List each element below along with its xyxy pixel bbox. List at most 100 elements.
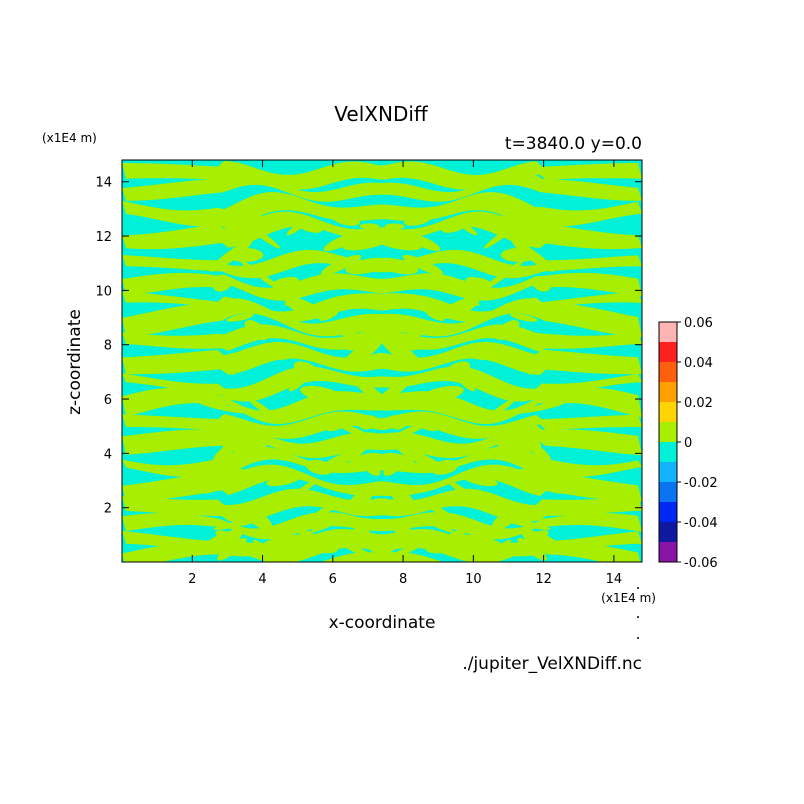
field-blob: [348, 489, 373, 510]
colorbar-tick-label: -0.02: [684, 476, 718, 491]
field-blob: [425, 311, 445, 322]
field-blob: [517, 468, 566, 494]
field-blob: [318, 447, 366, 471]
x-axis-ticks: 2 4 6 8 10 12 14: [188, 160, 622, 587]
field-blob: [441, 213, 475, 233]
colorbar-tick-label: -0.06: [684, 556, 718, 571]
marker-dot: [637, 587, 639, 589]
field-blob: [242, 506, 273, 531]
field-band: [122, 424, 642, 458]
field-blob: [363, 461, 381, 476]
field-band: [122, 173, 642, 202]
field-blob: [368, 293, 421, 300]
colorbar-swatch: [659, 542, 677, 562]
field-blob: [518, 229, 562, 241]
field-band: [122, 512, 642, 540]
y-tick-label: 2: [104, 502, 112, 517]
field-blob: [420, 385, 464, 403]
heatmap-field: [122, 160, 642, 562]
field-blob: [213, 544, 234, 552]
field-blob: [349, 452, 385, 469]
colorbar-swatch: [659, 362, 677, 382]
field-blob: [393, 523, 413, 540]
field-blob: [226, 313, 254, 322]
field-band: [122, 160, 642, 190]
colorbar-tick-label: 0: [684, 436, 692, 451]
field-blob: [420, 516, 454, 533]
field-blob: [215, 530, 242, 545]
marker-dot: [637, 637, 639, 639]
field-blob: [494, 542, 547, 557]
field-blob: [522, 530, 549, 545]
field-blob: [398, 447, 446, 471]
field-blob: [293, 361, 320, 379]
field-blob: [384, 223, 405, 230]
field-blob: [530, 544, 551, 552]
field-blob: [390, 512, 442, 527]
field-blob: [310, 516, 344, 533]
y-tick-label: 10: [95, 284, 112, 299]
field-blob: [266, 473, 302, 487]
field-blob: [259, 350, 296, 360]
x-tick-label: 8: [399, 572, 407, 587]
colorbar-swatch: [659, 482, 677, 502]
colorbar: -0.06 -0.04 -0.02 0 0.02 0.04 0.06: [658, 316, 718, 571]
field-blob: [495, 320, 520, 341]
y-tick-label: 14: [95, 176, 112, 191]
field-blob: [387, 540, 428, 560]
field-blob: [481, 260, 524, 292]
y-axis-ticks: 2 4 6 8 10 12 14: [95, 176, 642, 517]
field-blob: [197, 401, 249, 414]
field-blob: [271, 277, 299, 289]
field-blob: [337, 326, 357, 337]
field-blob: [462, 473, 498, 487]
field-blob: [209, 240, 253, 272]
field-band: [122, 341, 642, 375]
field-band: [122, 192, 642, 232]
x-tick-label: 4: [258, 572, 266, 587]
colorbar-swatch: [659, 442, 677, 462]
field-blob: [359, 223, 380, 230]
y-tick-label: 4: [104, 447, 112, 462]
field-blob: [314, 502, 341, 516]
colorbar-swatch: [659, 382, 677, 402]
colorbar-tick-label: 0.04: [684, 356, 713, 371]
field-blob: [323, 233, 357, 252]
marker-dot: [637, 616, 639, 618]
y-axis-label: z-coordinate: [65, 309, 85, 415]
field-blob: [322, 512, 374, 527]
field-band: [122, 298, 642, 338]
colorbar-swatch: [659, 522, 677, 542]
field-blob: [512, 211, 561, 235]
source-filename: ./jupiter_VelXNDiff.nc: [462, 654, 642, 674]
field-band: [122, 464, 642, 502]
colorbar-swatch: [659, 322, 677, 342]
field-blob: [391, 489, 416, 510]
field-blob: [445, 478, 482, 506]
field-blob: [222, 438, 267, 453]
field-blob: [284, 296, 325, 319]
field-blob: [332, 214, 360, 226]
field-blob: [499, 212, 518, 229]
field-blob: [212, 276, 233, 292]
field-blob: [407, 326, 427, 337]
colorbar-swatch: [659, 402, 677, 422]
y-tick-label: 12: [95, 230, 112, 245]
field-blob: [458, 378, 476, 392]
field-blob: [320, 254, 362, 275]
field-blob: [203, 211, 252, 235]
field-blob: [511, 240, 555, 272]
field-blob: [246, 212, 265, 229]
x-tick-label: 2: [188, 572, 196, 587]
chart-subtitle: t=3840.0 y=0.0: [505, 134, 642, 154]
plot-frame: [121, 159, 643, 563]
field-blob: [217, 542, 270, 557]
field-blob: [423, 502, 450, 516]
field-blob: [240, 260, 283, 292]
field-blob: [425, 537, 461, 554]
field-blob: [380, 337, 424, 370]
colorbar-swatch: [659, 462, 677, 482]
field-blob: [497, 438, 542, 453]
colorbar-tick-label: -0.04: [684, 516, 718, 531]
